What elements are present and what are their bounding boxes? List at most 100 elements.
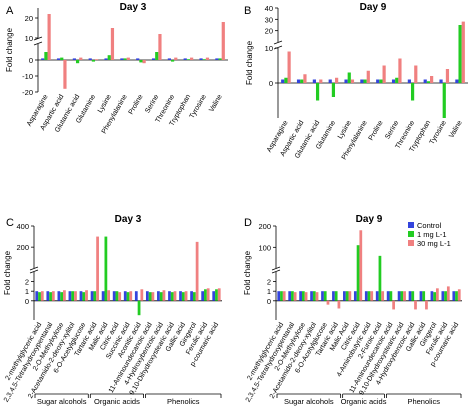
bar <box>38 292 41 301</box>
bar <box>190 57 194 60</box>
bar <box>442 83 446 118</box>
bar <box>398 58 402 83</box>
bar <box>56 58 61 60</box>
bar <box>71 291 75 301</box>
x-tick-label: Valine <box>448 119 464 139</box>
axis-break-mark <box>271 266 281 271</box>
bar <box>319 79 323 83</box>
bar <box>408 291 412 301</box>
bar <box>139 60 143 63</box>
bar <box>410 83 415 101</box>
y-tick-label: 30 <box>265 15 273 24</box>
x-tick-label: Lysine <box>337 119 353 140</box>
bar <box>288 291 292 301</box>
bar <box>93 291 97 301</box>
bar <box>148 292 152 301</box>
bar <box>184 291 188 301</box>
bar <box>179 291 182 301</box>
panel-letter: B <box>244 5 251 17</box>
legend-label: 30 mg L-1 <box>417 239 451 248</box>
legend-swatch <box>408 222 414 228</box>
x-tick-label: Valine <box>208 93 224 113</box>
bar <box>173 291 177 301</box>
y-tick-label: 1 <box>267 287 271 296</box>
bar <box>436 288 439 301</box>
bar <box>68 291 72 301</box>
chart-title: Day 3 <box>120 2 147 13</box>
bar <box>445 69 450 83</box>
bar <box>162 290 166 301</box>
bar <box>212 291 216 301</box>
axis-break-mark <box>271 269 281 274</box>
y-tick-label: 2 <box>25 278 29 287</box>
x-tick-label: Proline <box>368 119 385 141</box>
bar <box>381 291 385 301</box>
bar <box>201 291 205 301</box>
group-label: Sugar alcohols <box>37 397 87 406</box>
bar <box>79 291 83 301</box>
bar <box>221 22 225 60</box>
bar <box>63 60 67 89</box>
bar <box>47 14 51 60</box>
y-axis-label: Fold change <box>3 250 12 295</box>
x-tick-label: Serine <box>384 119 400 140</box>
bar <box>348 291 352 301</box>
bar <box>199 58 203 60</box>
y-tick-label: 400 <box>16 222 29 231</box>
bar <box>423 79 427 83</box>
bar <box>192 292 196 301</box>
bar <box>277 291 281 301</box>
bar <box>414 300 417 310</box>
bar <box>334 291 338 301</box>
chart-title: Day 3 <box>115 214 142 225</box>
bar <box>112 291 116 301</box>
bar <box>280 291 283 301</box>
bar <box>452 291 456 301</box>
bar <box>140 289 144 301</box>
bar <box>183 58 187 60</box>
panel-letter: C <box>6 217 14 229</box>
y-axis-label: Fold change <box>245 40 254 85</box>
bar <box>293 292 297 301</box>
bar <box>79 57 83 60</box>
bar <box>35 291 39 301</box>
y-tick-label: -20 <box>22 88 33 97</box>
bar <box>281 79 285 83</box>
bar <box>328 79 332 83</box>
bar <box>291 291 294 301</box>
bar <box>353 291 357 301</box>
bar <box>115 291 119 301</box>
bar <box>88 58 92 60</box>
bar <box>326 300 330 305</box>
bar <box>332 291 335 301</box>
bar <box>347 72 351 83</box>
bar <box>344 79 348 83</box>
bar <box>75 60 80 64</box>
bar <box>312 291 316 301</box>
bar <box>386 291 390 301</box>
bar <box>107 290 111 301</box>
bar <box>343 291 346 301</box>
bar <box>159 292 163 301</box>
bar <box>126 292 130 301</box>
bar <box>96 236 99 301</box>
bar <box>414 65 418 83</box>
bar <box>101 291 105 301</box>
bar <box>370 291 374 301</box>
bar <box>389 291 393 301</box>
bar <box>419 291 423 301</box>
axis-break-mark <box>29 266 39 271</box>
bar <box>215 289 218 301</box>
bar <box>120 58 124 60</box>
bar <box>85 290 88 301</box>
bar <box>367 291 371 301</box>
bar <box>439 79 443 83</box>
y-tick-label: 10 <box>265 44 273 53</box>
y-tick-label: 20 <box>25 14 33 23</box>
bar <box>315 292 319 301</box>
bar <box>430 76 434 83</box>
